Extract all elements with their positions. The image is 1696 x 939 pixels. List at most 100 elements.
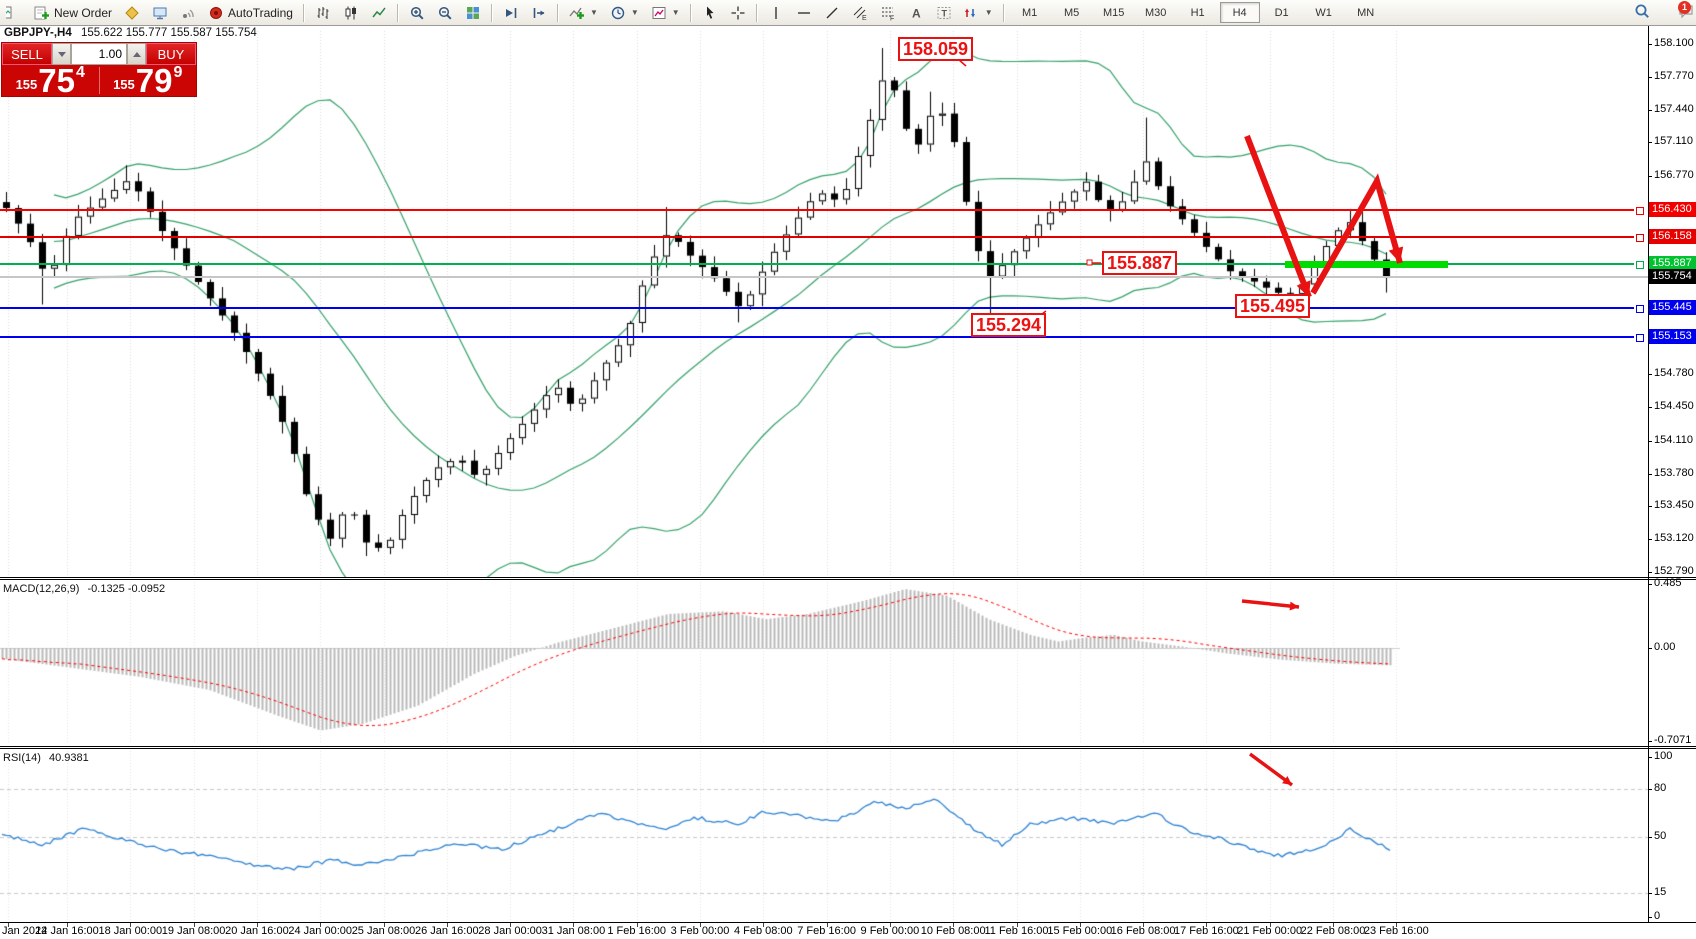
toolbar-separator (302, 3, 305, 22)
timeframe-h1-button[interactable]: H1 (1190, 6, 1205, 19)
axis-tick (1648, 176, 1652, 177)
vertical-line-button[interactable] (763, 1, 789, 24)
level-line-155.445[interactable] (0, 307, 1634, 309)
level-anchor-marker[interactable] (1636, 305, 1644, 313)
timeframe-m15-button[interactable]: M15 (1102, 6, 1125, 19)
new-order-icon (34, 5, 50, 21)
svg-text:A: A (912, 6, 921, 20)
zoom-in-button[interactable] (404, 1, 430, 24)
search-icon[interactable] (1634, 3, 1650, 24)
time-label: 28 Jan 00:00 (478, 925, 542, 937)
axis-tick-label: 157.440 (1654, 103, 1694, 115)
volume-input[interactable] (71, 43, 127, 65)
autotrading-button[interactable]: AutoTrading (203, 1, 298, 24)
timeframe-d1-button[interactable]: D1 (1274, 6, 1289, 19)
rsi-panel-canvas[interactable] (0, 749, 1648, 922)
text-label-button[interactable]: T (931, 1, 957, 24)
tile-windows-button[interactable] (460, 1, 486, 24)
level-anchor-marker[interactable] (1636, 234, 1644, 242)
time-tick (763, 923, 765, 927)
clipped-chart-icon[interactable] (1, 1, 27, 24)
macd-panel-top-border (0, 579, 1696, 580)
auto-scroll-button[interactable] (498, 1, 524, 24)
macd-panel-canvas[interactable] (0, 580, 1648, 746)
level-anchor-marker[interactable] (1636, 261, 1644, 269)
time-label: 20 Jan 16:00 (225, 925, 289, 937)
level-line-155.153[interactable] (0, 336, 1634, 338)
dropdown-caret-icon[interactable]: ▼ (984, 8, 993, 17)
axis-tick (1648, 407, 1652, 408)
main-macd-separator[interactable] (0, 577, 1696, 578)
rsi-panel-top-border (0, 748, 1696, 749)
time-label: 10 Feb 08:00 (920, 925, 986, 937)
market-watch-button[interactable] (147, 1, 173, 24)
chart-shift-button[interactable] (526, 1, 552, 24)
new-order-button[interactable]: New Order (29, 1, 117, 24)
axis-tick-label: 154.450 (1654, 400, 1694, 412)
timeframe-m1-button[interactable]: M1 (1022, 6, 1038, 19)
buy-button[interactable]: BUY (146, 43, 196, 65)
current-price-line[interactable] (0, 276, 1648, 278)
ask-price[interactable]: 155 79 9 (100, 64, 197, 97)
timeframe-w1-button[interactable]: W1 (1315, 6, 1332, 19)
dropdown-caret-icon[interactable]: ▼ (630, 8, 639, 17)
volume-decrease-button[interactable] (52, 43, 71, 65)
axis-tick-label: 50 (1654, 830, 1667, 842)
signals-button[interactable] (175, 1, 201, 24)
annotation-price-label-155.495[interactable]: 155.495 (1235, 294, 1311, 318)
timeframe-h4-button[interactable]: H4 (1219, 2, 1260, 23)
macd-rsi-separator[interactable] (0, 746, 1696, 747)
time-label: 9 Feb 00:00 (860, 925, 920, 937)
time-tick (256, 923, 258, 927)
axis-tick (1648, 44, 1652, 45)
annotation-price-label-155.294[interactable]: 155.294 (971, 313, 1047, 337)
level-anchor-marker[interactable] (1636, 207, 1644, 215)
dropdown-caret-icon[interactable]: ▼ (589, 8, 598, 17)
axis-tick (1648, 917, 1652, 918)
templates-button[interactable]: ▼ (646, 1, 685, 24)
time-label: 23 Feb 16:00 (1363, 925, 1429, 937)
bar-chart-icon (315, 5, 331, 21)
timeframe-m5-button[interactable]: M5 (1064, 6, 1080, 19)
time-tick (700, 923, 701, 927)
volume-increase-button[interactable] (127, 43, 146, 65)
candlestick-chart-button[interactable] (338, 1, 364, 24)
zoom-in-icon (409, 5, 425, 21)
time-tick (510, 923, 512, 927)
level-line-155.887[interactable] (0, 263, 1634, 265)
bid-prefix: 155 (15, 77, 38, 92)
crosshair-button[interactable] (725, 1, 751, 24)
triangle-up-icon (132, 51, 141, 57)
time-tick (1333, 923, 1334, 927)
level-anchor-marker[interactable] (1636, 334, 1644, 342)
horizontal-line-icon (796, 5, 812, 21)
annotation-price-label-158.059[interactable]: 158.059 (898, 37, 974, 61)
text-button[interactable]: A (903, 1, 929, 24)
level-line-156.158[interactable] (0, 236, 1634, 238)
sell-button[interactable]: SELL (2, 43, 52, 65)
horizontal-line-button[interactable] (791, 1, 817, 24)
indicators-button[interactable]: ▼ (564, 1, 603, 24)
support-zone-bar[interactable] (1285, 261, 1448, 268)
candlestick-chart-canvas[interactable] (0, 25, 1648, 577)
arrows-button[interactable]: ▼ (959, 1, 998, 24)
notification-badge[interactable]: 1 (1678, 1, 1691, 14)
trendline-button[interactable] (819, 1, 845, 24)
dropdown-caret-icon[interactable]: ▼ (671, 8, 680, 17)
annotation-price-label-155.887[interactable]: 155.887 (1102, 251, 1178, 275)
fibonacci-button[interactable]: F (875, 1, 901, 24)
metaeditor-button[interactable] (119, 1, 145, 24)
level-line-156.430[interactable] (0, 209, 1634, 211)
bar-chart-button[interactable] (310, 1, 336, 24)
cursor-button[interactable] (697, 1, 723, 24)
timeframe-mn-button[interactable]: MN (1357, 6, 1375, 19)
zoom-out-button[interactable] (432, 1, 458, 24)
line-chart-button[interactable] (366, 1, 392, 24)
bid-big-digits: 75 (38, 62, 75, 99)
periods-button[interactable]: ▼ (605, 1, 644, 24)
metaeditor-icon (124, 5, 140, 21)
bid-price[interactable]: 155 75 4 (2, 62, 99, 99)
equidistant-channel-button[interactable]: E (847, 1, 873, 24)
timeframe-m30-button[interactable]: M30 (1144, 6, 1167, 19)
